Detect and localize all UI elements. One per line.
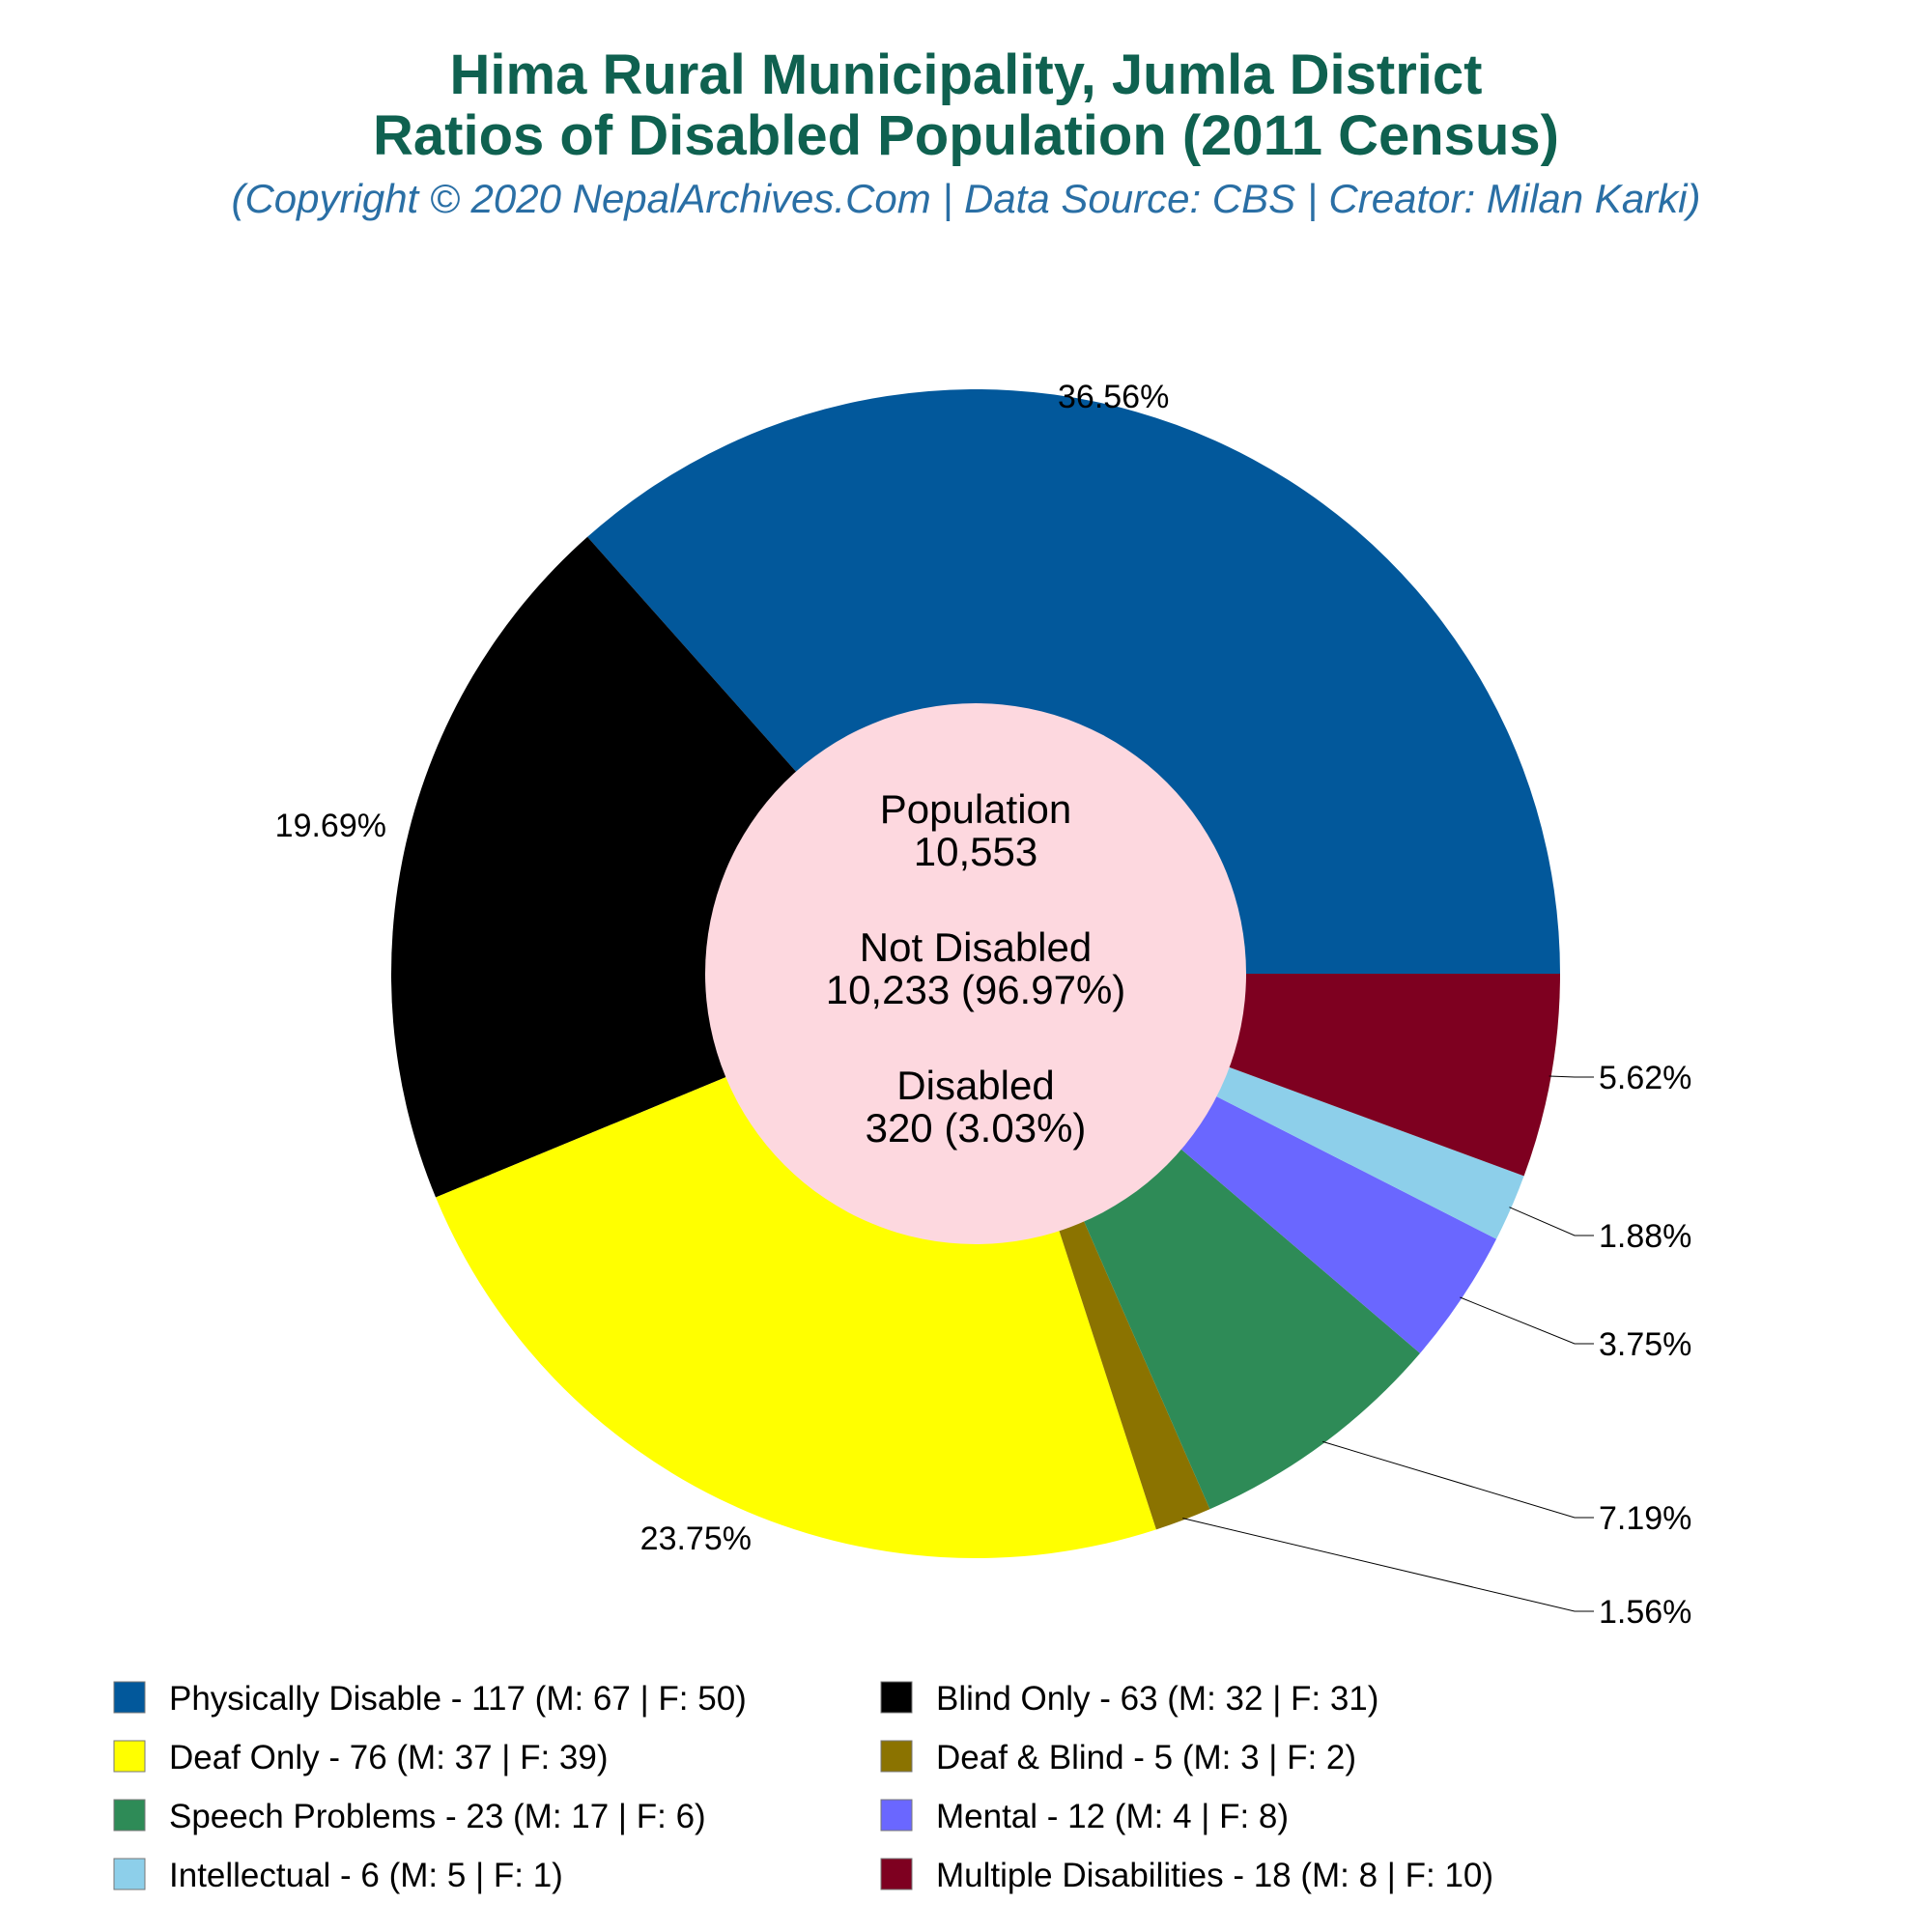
percent-label: 19.69%: [275, 808, 386, 844]
legend-label: Deaf & Blind - 5 (M: 3 | F: 2): [936, 1739, 1356, 1776]
legend-label: Speech Problems - 23 (M: 17 | F: 6): [169, 1798, 706, 1835]
legend-swatch: [113, 1681, 146, 1714]
percent-label: 1.88%: [1599, 1218, 1691, 1255]
legend-label: Physically Disable - 117 (M: 67 | F: 50): [169, 1680, 747, 1718]
percent-label: 23.75%: [640, 1520, 752, 1557]
leader-line: [1182, 1518, 1594, 1612]
leader-line: [1460, 1296, 1594, 1345]
legend-swatch: [113, 1858, 146, 1890]
legend-swatch: [880, 1681, 913, 1714]
percent-label: 36.56%: [1058, 379, 1169, 415]
legend: Physically Disable - 117 (M: 67 | F: 50)…: [113, 1680, 1493, 1894]
center-not-disabled-value: 10,233 (96.97%): [826, 967, 1126, 1012]
legend-label: Blind Only - 63 (M: 32 | F: 31): [936, 1680, 1378, 1718]
percent-label: 1.56%: [1599, 1594, 1691, 1631]
legend-label: Deaf Only - 76 (M: 37 | F: 39): [169, 1739, 609, 1776]
leader-lines: [1182, 1075, 1594, 1612]
percent-labels: 36.56% 19.69% 23.75% 1.56% 7.19% 3.75% 1.88% 5.…: [275, 379, 1692, 1631]
leader-line: [1548, 1075, 1594, 1078]
legend-swatch: [880, 1799, 913, 1832]
legend-swatch: [113, 1740, 146, 1773]
center-disabled-label: Disabled: [896, 1063, 1054, 1108]
center-population-value: 10,553: [914, 829, 1037, 874]
percent-label: 3.75%: [1599, 1326, 1691, 1363]
legend-label: Intellectual - 6 (M: 5 | F: 1): [169, 1857, 563, 1894]
legend-label: Mental - 12 (M: 4 | F: 8): [936, 1798, 1289, 1835]
percent-label: 7.19%: [1599, 1500, 1691, 1537]
pie-slice-physically-disable: [587, 388, 1560, 974]
center-disabled-value: 320 (3.03%): [866, 1105, 1087, 1151]
center-not-disabled-label: Not Disabled: [860, 924, 1092, 970]
legend-swatch: [113, 1799, 146, 1832]
chart-title-line2: Ratios of Disabled Population (2011 Cens…: [373, 104, 1559, 167]
legend-swatch: [880, 1858, 913, 1890]
percent-label: 5.62%: [1599, 1060, 1691, 1096]
legend-label: Multiple Disabilities - 18 (M: 8 | F: 10…: [936, 1857, 1493, 1894]
leader-line: [1322, 1440, 1594, 1519]
center-population-label: Population: [880, 786, 1072, 832]
chart-title: Hima Rural Municipality, Jumla District: [450, 43, 1483, 106]
leader-line: [1509, 1207, 1594, 1236]
chart-subtitle: (Copyright © 2020 NepalArchives.Com | Da…: [231, 176, 1700, 222]
legend-swatch: [880, 1740, 913, 1773]
center-disc: [705, 703, 1246, 1244]
